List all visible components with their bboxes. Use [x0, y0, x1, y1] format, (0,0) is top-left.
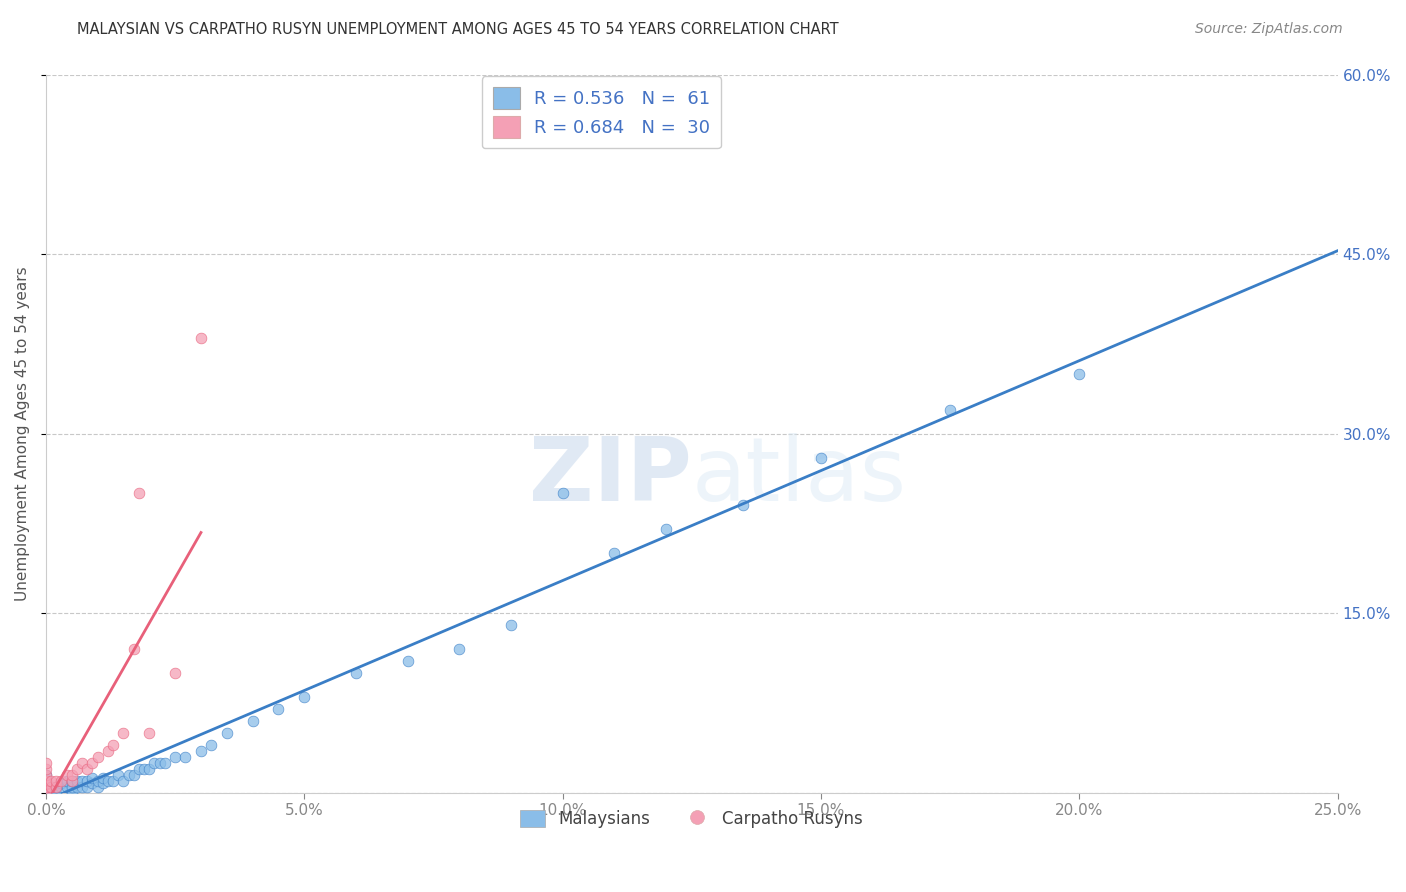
Point [60, 773, 83, 788]
Point [35, 780, 58, 794]
Point [35, 776, 58, 790]
Point [35, 762, 58, 776]
Point [138, 726, 160, 740]
Point [45, 786, 67, 800]
Point [122, 642, 145, 657]
Point [91, 772, 114, 786]
Point [35, 773, 58, 788]
Text: atlas: atlas [692, 434, 907, 520]
Point [76, 773, 98, 788]
Point [200, 738, 222, 752]
Point [165, 749, 187, 764]
Point [39, 786, 62, 800]
Point [39, 780, 62, 794]
Point [45, 773, 67, 788]
Point [174, 749, 197, 764]
Point [449, 642, 471, 657]
Point [655, 522, 678, 536]
Point [344, 665, 367, 680]
Point [86, 780, 108, 794]
Point [733, 499, 755, 513]
Point [551, 486, 574, 500]
Point [86, 749, 108, 764]
Point [267, 702, 290, 716]
Point [39, 773, 62, 788]
Point [35, 756, 58, 770]
Point [190, 331, 212, 345]
Point [35, 777, 58, 791]
Text: Source: ZipAtlas.com: Source: ZipAtlas.com [1195, 22, 1343, 37]
Point [86, 773, 108, 788]
Point [134, 762, 156, 776]
Point [101, 773, 124, 788]
Point [396, 654, 419, 668]
Point [190, 744, 212, 758]
Point [101, 738, 124, 752]
Point [51, 776, 73, 790]
Text: ZIP: ZIP [529, 434, 692, 520]
Point [242, 714, 264, 728]
Point [153, 756, 176, 770]
Point [35, 767, 58, 781]
Point [292, 690, 315, 704]
Point [70, 780, 93, 794]
Point [138, 762, 160, 776]
Point [51, 773, 73, 788]
Point [45, 780, 67, 794]
Point [55, 773, 77, 788]
Point [35, 767, 58, 781]
Point [60, 767, 83, 781]
Point [66, 773, 89, 788]
Point [499, 618, 522, 632]
Point [39, 780, 62, 794]
Point [143, 756, 166, 770]
Point [128, 486, 150, 500]
Point [55, 767, 77, 781]
Point [76, 780, 98, 794]
Point [76, 762, 98, 776]
Point [82, 756, 104, 770]
Point [117, 767, 139, 781]
Point [128, 762, 150, 776]
Point [35, 786, 58, 800]
Point [939, 402, 962, 417]
Point [107, 767, 129, 781]
Point [82, 772, 104, 786]
Point [70, 773, 93, 788]
Point [122, 767, 145, 781]
Y-axis label: Unemployment Among Ages 45 to 54 years: Unemployment Among Ages 45 to 54 years [15, 267, 30, 601]
Point [51, 780, 73, 794]
Legend: Malaysians, Carpatho Rusyns: Malaysians, Carpatho Rusyns [513, 803, 870, 835]
Point [66, 780, 89, 794]
Point [112, 773, 135, 788]
Point [45, 780, 67, 794]
Point [35, 786, 58, 800]
Point [60, 773, 83, 788]
Point [66, 762, 89, 776]
Point [97, 744, 120, 758]
Point [215, 726, 238, 740]
Point [60, 786, 83, 800]
Text: MALAYSIAN VS CARPATHO RUSYN UNEMPLOYMENT AMONG AGES 45 TO 54 YEARS CORRELATION C: MALAYSIAN VS CARPATHO RUSYN UNEMPLOYMENT… [77, 22, 839, 37]
Point [91, 776, 114, 790]
Point [149, 756, 172, 770]
Point [35, 780, 58, 794]
Point [82, 776, 104, 790]
Point [603, 546, 626, 560]
Point [112, 726, 135, 740]
Point [165, 665, 187, 680]
Point [35, 780, 58, 794]
Point [70, 756, 93, 770]
Point [97, 773, 120, 788]
Point [35, 773, 58, 788]
Point [35, 773, 58, 788]
Point [35, 786, 58, 800]
Point [1069, 367, 1091, 381]
Point [810, 450, 832, 465]
Point [55, 780, 77, 794]
Point [35, 773, 58, 788]
Point [60, 780, 83, 794]
